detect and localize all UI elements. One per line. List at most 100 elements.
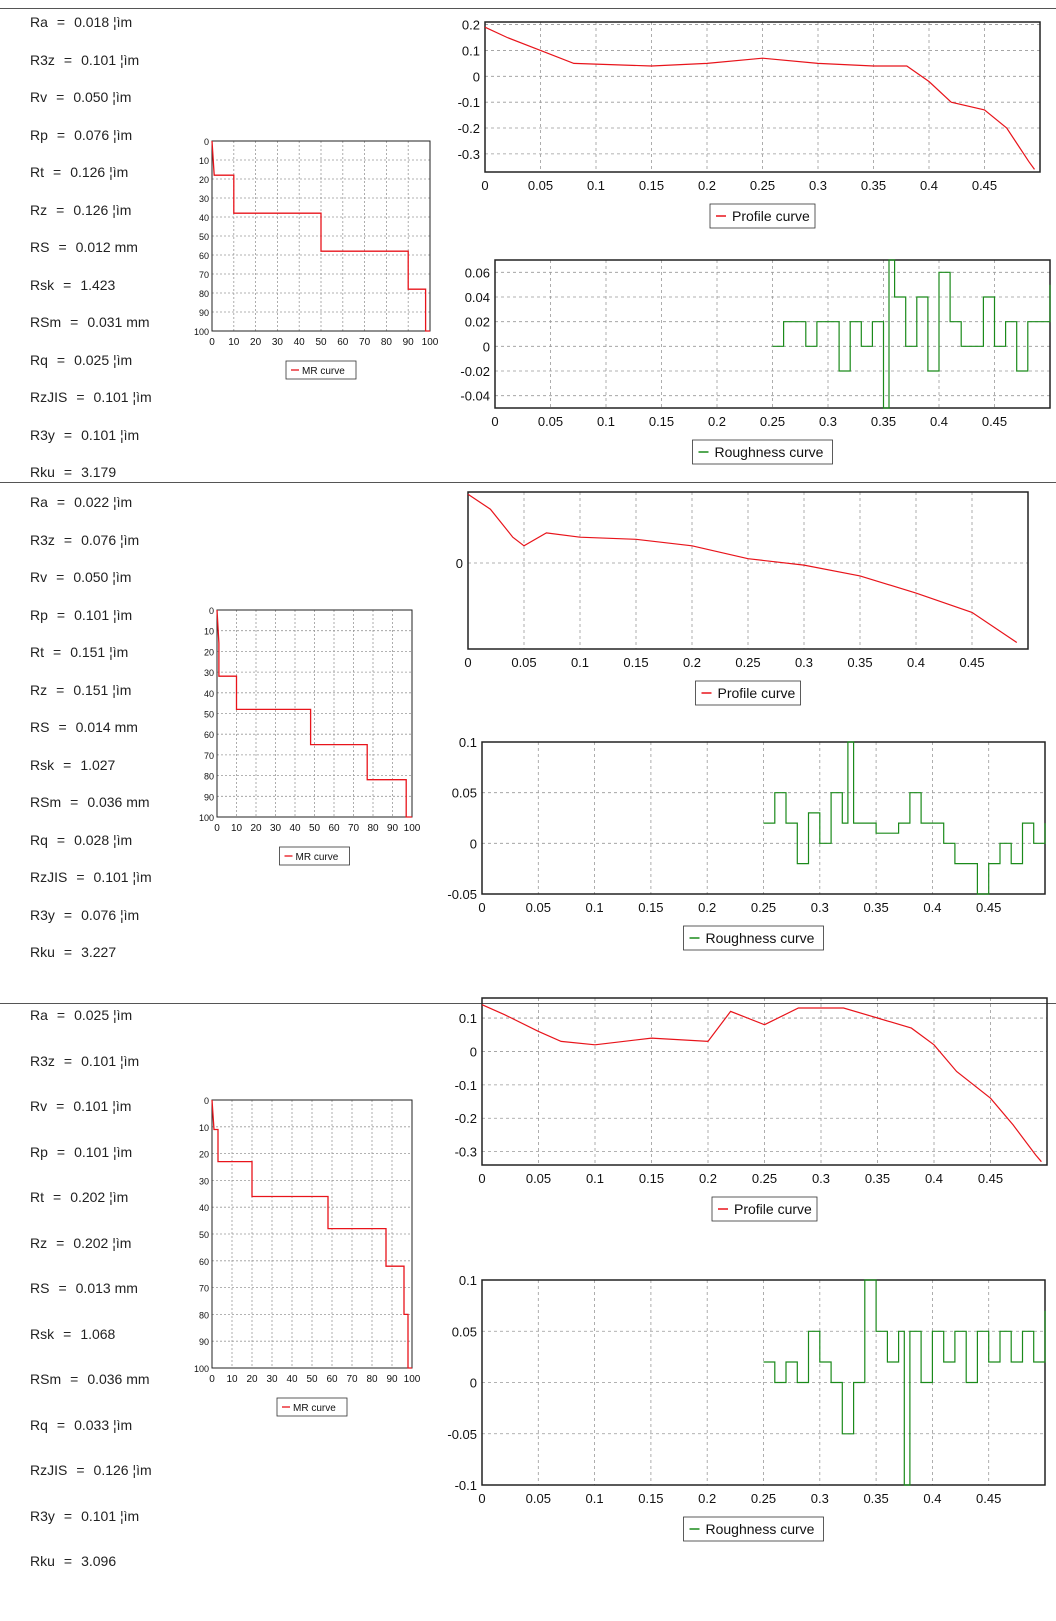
legend-box	[683, 925, 824, 951]
roughness-chart: 0 0.05 0.1 0.15 0.2 0.25 0.3 0.35 0.4 0.45 0.1 0.05…	[447, 1273, 1046, 1542]
x-tick-label: 0.35	[863, 1491, 888, 1506]
param-rz: Rz = 0.126 ¦ìm	[30, 202, 131, 218]
x-tick-label: 0.15	[649, 414, 674, 429]
param-name: Rz	[30, 201, 48, 218]
param-rq: Rq = 0.033 ¦ìm	[30, 1417, 132, 1433]
y-tick-label: 70	[204, 751, 214, 761]
y-tick-label: 70	[199, 270, 209, 280]
x-tick-label: 0.1	[586, 900, 604, 915]
param-name: R3y	[30, 906, 55, 923]
x-tick-label: 0.05	[528, 178, 553, 193]
x-tick-label: 0.25	[750, 178, 775, 193]
x-tick-label: 0.05	[526, 900, 551, 915]
profile-curve-line	[484, 26, 1035, 170]
y-tick-label: 80	[199, 289, 209, 299]
x-tick-label: 0.3	[811, 900, 829, 915]
param-name: Rku	[30, 1553, 55, 1569]
y-tick-label: 20	[199, 1150, 209, 1160]
y-tick-label: 40	[204, 689, 214, 699]
param-name: RSm	[30, 794, 62, 810]
legend-box	[692, 439, 833, 465]
section-divider-top	[0, 8, 1056, 9]
param-name: Rku	[30, 944, 55, 960]
legend-label: MR curve	[302, 366, 345, 377]
y-tick-label: 50	[199, 1230, 209, 1240]
param-equals: =	[53, 1189, 62, 1205]
param-ra: Ra = 0.022 ¦ìm	[30, 494, 132, 510]
param-equals: =	[56, 494, 66, 510]
param-value: 0.101 ¦ìm	[81, 1052, 140, 1069]
x-tick-label: 0	[209, 337, 215, 348]
y-tick-label: 30	[199, 1176, 209, 1186]
param-name: RSm	[30, 314, 62, 330]
x-tick-label: 0.4	[930, 414, 948, 429]
x-tick-label: 10	[226, 1374, 238, 1385]
legend-box	[711, 1196, 818, 1222]
param-value: 0.014 mm	[75, 719, 138, 735]
param-name: Rq	[30, 831, 48, 848]
x-tick-label: 0.35	[861, 178, 886, 193]
y-tick-label: 0	[470, 1376, 477, 1391]
param-name: Ra	[30, 494, 48, 510]
param-name: Rz	[30, 1234, 48, 1251]
y-tick-label: 0.02	[465, 315, 490, 330]
y-tick-label: 40	[199, 1203, 209, 1213]
x-tick-label: 0.2	[698, 178, 716, 193]
plot-frame	[481, 1279, 1046, 1486]
legend-label: Profile curve	[734, 1201, 812, 1217]
y-tick-label: -0.1	[458, 95, 480, 110]
x-tick-label: 0.15	[638, 900, 663, 915]
param-rp: Rp = 0.101 ¦ìm	[30, 1144, 132, 1160]
param-equals: =	[56, 14, 66, 30]
x-tick-label: 0.4	[923, 900, 941, 915]
y-tick-label: 100	[194, 327, 209, 337]
param-name: Rt	[30, 1189, 44, 1205]
profile-chart: 0 0.05 0.1 0.15 0.2 0.25 0.3 0.35 0.4 0.45 0 Profil…	[456, 491, 1029, 706]
x-tick-label: 0.3	[809, 178, 827, 193]
plot-frame	[494, 259, 1051, 409]
param-name: Rz	[30, 681, 48, 698]
param-rku: Rku = 3.096	[30, 1553, 116, 1569]
param-name: R3y	[30, 426, 55, 443]
x-tick-label: 50	[315, 337, 327, 348]
param-name: R3z	[30, 51, 55, 68]
param-value: 0.101 ¦ìm	[81, 51, 140, 68]
param-name: Ra	[30, 1007, 48, 1023]
section-divider-2	[0, 1003, 1056, 1004]
x-tick-label: 20	[246, 1374, 258, 1385]
legend: MR curve	[279, 846, 350, 866]
x-tick-label: 0.4	[920, 178, 938, 193]
param-value: 0.101 ¦ìm	[74, 606, 133, 623]
param-value: 0.050 ¦ìm	[73, 89, 132, 105]
plot-frame	[467, 491, 1029, 650]
y-tick-label: 0	[470, 1044, 477, 1059]
param-equals: =	[70, 794, 79, 810]
param-name: R3z	[30, 1052, 55, 1069]
y-tick-label: -0.02	[460, 364, 490, 379]
y-tick-label: 0.1	[462, 43, 480, 58]
y-tick-label: 20	[199, 175, 209, 185]
param-rs: RS = 0.012 mm	[30, 239, 138, 255]
param-value: 0.012 mm	[75, 239, 138, 255]
param-value: 0.101 ¦ìm	[93, 389, 152, 405]
legend-label: MR curve	[293, 1403, 336, 1414]
x-tick-label: 0.45	[982, 414, 1007, 429]
y-tick-label: 70	[199, 1284, 209, 1294]
x-tick-label: 100	[422, 337, 439, 348]
x-tick-label: 80	[381, 337, 393, 348]
param-value: 0.013 mm	[75, 1280, 138, 1296]
param-equals: =	[58, 239, 67, 255]
param-equals: =	[76, 1462, 85, 1478]
param-equals: =	[63, 1325, 72, 1342]
param-equals: =	[56, 1416, 66, 1433]
plot-frame	[484, 21, 1041, 173]
param-value: 0.031 mm	[87, 314, 150, 330]
x-tick-label: 40	[294, 337, 306, 348]
legend: Roughness curve	[683, 1516, 824, 1542]
mr-chart: 0 10 20 30 40 50 60 70 80 90 100010203040506070809…	[199, 606, 421, 866]
param-rz: Rz = 0.202 ¦ìm	[30, 1235, 131, 1251]
legend-box	[695, 680, 801, 706]
legend: Roughness curve	[683, 925, 824, 951]
x-tick-label: 0	[214, 823, 220, 834]
y-tick-label: 0	[473, 69, 480, 84]
